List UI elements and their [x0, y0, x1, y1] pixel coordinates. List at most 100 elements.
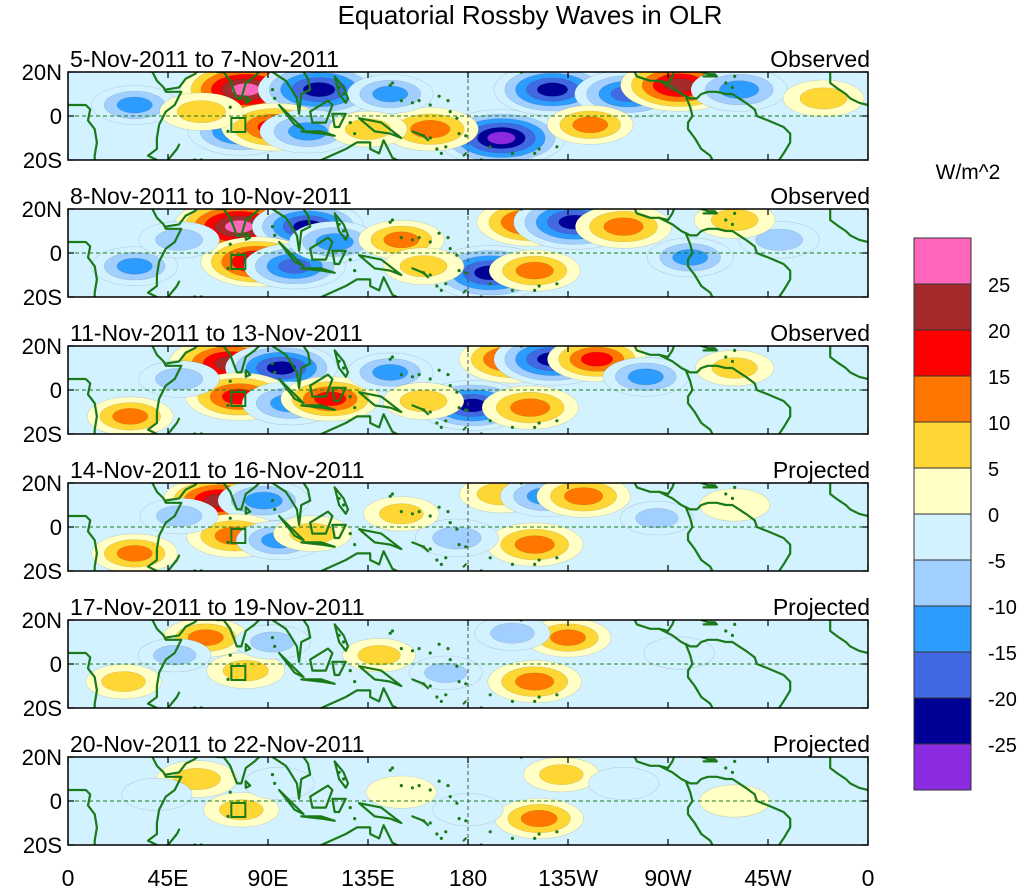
colorbar-swatch — [913, 651, 972, 699]
island — [510, 562, 515, 567]
coastline — [68, 514, 98, 571]
wave-contour — [520, 809, 558, 828]
island — [555, 145, 559, 149]
island — [439, 151, 443, 155]
island — [270, 499, 275, 503]
coastline — [331, 660, 347, 677]
coastlines — [68, 209, 868, 297]
panel-map-4 — [68, 483, 868, 571]
island — [464, 134, 468, 138]
island — [428, 410, 432, 414]
coastline — [462, 426, 467, 431]
island — [388, 220, 392, 224]
coastline — [300, 267, 336, 274]
reference-box — [230, 665, 247, 681]
island — [228, 379, 232, 383]
island — [428, 821, 432, 825]
x-tick-label: 90W — [644, 865, 692, 890]
coastline — [331, 523, 347, 540]
colorbar-tick-label: 15 — [988, 367, 1010, 389]
island — [537, 421, 541, 425]
colorbar-tick-label: -20 — [988, 689, 1017, 711]
wave-contour — [515, 261, 554, 280]
coastline — [829, 757, 868, 792]
wave-contour — [153, 645, 197, 666]
wave-contour — [514, 535, 555, 554]
panel-status: Observed — [770, 183, 870, 209]
coastline — [309, 236, 334, 261]
coastlines — [68, 72, 868, 160]
coastline — [271, 483, 312, 526]
wave-contour — [112, 408, 149, 425]
coastline — [320, 550, 398, 571]
coastline — [244, 95, 252, 104]
island — [537, 147, 541, 151]
colorbar: 25 20 15 10 5 0 -5 -10 -15 -20 -25 — [913, 237, 1017, 791]
coastline — [320, 413, 398, 434]
island — [421, 682, 426, 686]
island — [444, 556, 448, 560]
wave-contour — [172, 767, 221, 790]
coastline — [68, 651, 98, 708]
island — [428, 514, 432, 518]
island — [446, 510, 450, 514]
island — [421, 819, 426, 823]
coastline — [684, 232, 714, 297]
coastline — [333, 349, 350, 378]
island — [390, 492, 395, 496]
island — [421, 271, 426, 275]
island — [448, 795, 452, 799]
wave-contour — [490, 622, 535, 644]
coastline — [146, 72, 183, 160]
island — [437, 231, 441, 235]
wave-contour — [187, 629, 224, 646]
island — [724, 81, 728, 85]
island — [428, 136, 432, 140]
coastline — [164, 72, 198, 91]
coastline — [684, 506, 714, 571]
island — [353, 406, 357, 410]
coastline — [166, 417, 181, 434]
island — [448, 521, 452, 525]
island — [457, 406, 461, 410]
island — [488, 556, 492, 560]
island — [348, 806, 352, 810]
island — [444, 693, 448, 697]
wave-contour — [244, 491, 283, 510]
y-tick-label: 20N — [22, 745, 62, 770]
coastline — [829, 209, 868, 244]
panel-date-range: 17-Nov-2011 to 19-Nov-2011 — [70, 594, 365, 620]
wave-contour — [372, 364, 409, 381]
panel-status: Projected — [773, 731, 870, 757]
island — [410, 786, 415, 790]
island — [399, 373, 403, 377]
coastline — [331, 386, 347, 403]
island — [273, 96, 277, 100]
island — [273, 370, 277, 374]
island — [457, 817, 461, 821]
panel-map-5 — [68, 620, 868, 708]
coastline — [684, 95, 714, 160]
y-tick-label: 0 — [50, 515, 62, 540]
island — [421, 408, 426, 412]
island — [444, 145, 448, 149]
wave-contour — [399, 255, 448, 278]
coastline — [462, 289, 467, 294]
colorbar-tick-label: 20 — [988, 321, 1010, 343]
colorbar-tick-label: 0 — [988, 505, 999, 527]
island — [733, 74, 737, 78]
wave-contour — [799, 87, 848, 110]
coastline — [700, 209, 718, 215]
island — [510, 836, 515, 841]
wave-contour — [357, 645, 401, 666]
coastline — [300, 404, 336, 411]
island — [724, 629, 728, 633]
colorbar-tick-label: -5 — [988, 551, 1006, 573]
panel-map-6 — [68, 757, 868, 845]
island — [457, 269, 461, 273]
island — [446, 784, 450, 788]
panel-map-3 — [68, 346, 868, 434]
island — [226, 129, 230, 133]
coastline — [215, 346, 261, 374]
